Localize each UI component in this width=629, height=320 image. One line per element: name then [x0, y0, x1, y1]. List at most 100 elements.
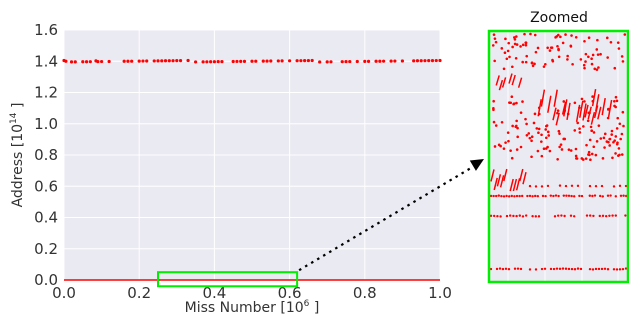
data-point — [205, 60, 209, 64]
zoom-point — [509, 149, 512, 152]
data-point — [276, 59, 280, 63]
zoom-point — [516, 267, 520, 270]
zoom-dash — [607, 99, 613, 118]
zoom-point — [593, 67, 597, 71]
zoom-point — [589, 158, 592, 162]
zoom-point — [492, 99, 495, 103]
zoom-point — [506, 49, 510, 53]
zoom-point — [594, 185, 598, 188]
zoom-point — [612, 140, 615, 144]
zoom-point — [548, 49, 552, 52]
zoom-point — [548, 149, 552, 153]
zoom-point — [504, 267, 508, 270]
zoom-point — [561, 41, 565, 45]
data-point — [340, 60, 344, 64]
zoom-point — [573, 195, 576, 198]
zoom-point — [606, 268, 610, 271]
zoom-point — [508, 55, 511, 59]
zoom-point — [589, 214, 592, 217]
zoom-point — [524, 117, 527, 121]
zoom-highlight-box — [157, 271, 299, 288]
zoom-point — [562, 100, 566, 103]
zoom-point — [489, 194, 493, 198]
zoom-point — [493, 145, 497, 148]
zoom-point — [620, 55, 624, 58]
zoom-dash — [582, 103, 587, 121]
zoom-point — [530, 135, 534, 139]
data-point — [242, 59, 247, 63]
zoom-point — [588, 267, 592, 271]
data-point — [167, 59, 171, 63]
data-point — [130, 59, 134, 63]
zoom-point — [542, 147, 546, 151]
zoom-point — [551, 58, 554, 62]
zoom-point — [543, 267, 547, 270]
data-point — [107, 59, 111, 64]
zoom-point — [587, 36, 591, 40]
zoom-point — [582, 63, 586, 67]
zoom-point — [531, 214, 534, 218]
zoom-point — [531, 64, 535, 68]
zoom-dash — [584, 104, 589, 118]
zoom-point — [536, 149, 540, 153]
data-point — [348, 59, 352, 64]
zoom-point — [608, 137, 612, 141]
zoom-point — [613, 66, 617, 70]
zoom-point — [560, 214, 563, 217]
zoom-point — [583, 100, 586, 103]
data-point — [363, 59, 367, 64]
zoom-dash — [503, 168, 508, 182]
zoom-point — [618, 122, 622, 126]
data-point — [175, 59, 179, 63]
zoom-dash — [508, 73, 513, 84]
zoom-point — [565, 194, 568, 197]
zoom-point — [493, 59, 496, 63]
zoom-point — [584, 157, 588, 160]
zoom-point — [587, 111, 591, 115]
zoom-point — [584, 60, 587, 63]
zoomed-data-points — [489, 32, 628, 271]
zoom-point — [531, 195, 534, 198]
zoom-point — [515, 35, 518, 38]
zoom-dash — [601, 97, 606, 116]
zoom-point — [500, 47, 504, 50]
zoom-point — [564, 33, 567, 36]
zoom-point — [558, 132, 561, 135]
x-tick-label: 0.2 — [127, 284, 151, 302]
zoom-dash — [499, 175, 505, 188]
data-point — [126, 59, 130, 63]
zoom-point — [549, 46, 553, 49]
zoom-point — [609, 194, 612, 197]
zoom-point — [563, 214, 566, 218]
data-point — [178, 59, 183, 63]
zoom-point — [558, 184, 562, 187]
zoom-point — [619, 194, 623, 197]
zoom-point — [610, 129, 614, 133]
zoom-point — [492, 108, 495, 112]
zoom-point — [497, 194, 500, 197]
zoom-point — [576, 267, 580, 270]
data-point — [415, 59, 420, 63]
data-point — [141, 59, 145, 63]
zoom-point — [580, 97, 584, 101]
zoom-point — [560, 148, 564, 151]
zoom-point — [556, 109, 560, 112]
zoom-point — [590, 62, 594, 66]
zoom-point — [611, 156, 614, 160]
data-point — [201, 60, 205, 64]
data-point — [382, 59, 386, 63]
zoom-point — [591, 194, 594, 198]
zoom-point — [545, 124, 548, 128]
data-point — [400, 59, 404, 63]
zoom-point — [500, 120, 504, 124]
zoom-point — [599, 194, 602, 198]
zoom-point — [618, 153, 621, 157]
zoom-point — [597, 267, 601, 271]
zoom-point — [544, 128, 548, 131]
data-point — [88, 60, 92, 64]
data-point — [318, 60, 322, 64]
zoom-point — [524, 41, 528, 45]
zoom-point — [492, 194, 495, 198]
zoom-point — [519, 267, 523, 271]
data-point — [194, 60, 198, 64]
